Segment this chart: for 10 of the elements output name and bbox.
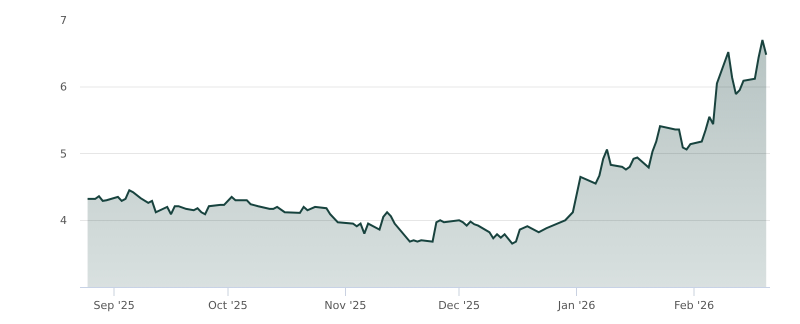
y-tick-label: 5 [60,147,67,160]
x-tick-label: Nov '25 [324,299,366,312]
y-tick-label: 6 [60,80,67,94]
y-tick-label: 4 [60,214,67,228]
y-tick-label: 7 [60,14,67,27]
x-tick-label: Oct '25 [208,299,248,312]
x-tick-label: Dec '25 [438,299,480,312]
x-tick-label: Sep '25 [93,299,135,312]
x-tick-label: Feb '26 [674,299,714,312]
x-tick-label: Jan '26 [556,299,596,312]
